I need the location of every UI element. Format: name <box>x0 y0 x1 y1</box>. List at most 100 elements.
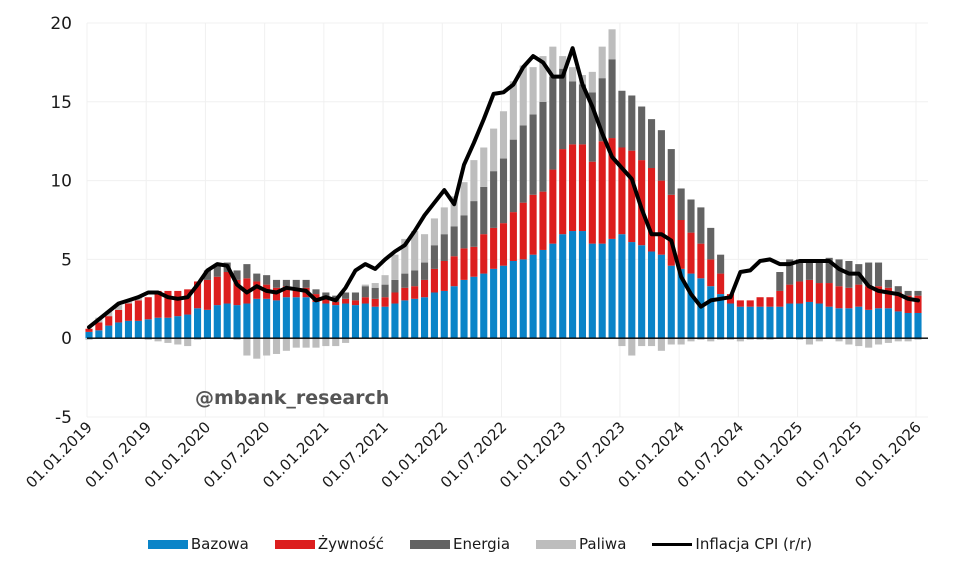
bar-energia <box>263 275 271 285</box>
legend-label-paliwa: Paliwa <box>579 535 627 553</box>
bar-paliwa <box>766 338 774 340</box>
bar-ywno <box>391 292 399 304</box>
legend-item-paliwa: Paliwa <box>536 535 626 553</box>
bar-energia <box>371 287 379 299</box>
bar-energia <box>470 201 478 247</box>
bar-energia <box>529 114 537 195</box>
bar-bazowa <box>361 303 369 339</box>
bar-energia <box>381 284 389 298</box>
bar-bazowa <box>253 298 261 339</box>
bar-bazowa <box>322 303 330 339</box>
bar-bazowa <box>756 306 764 339</box>
bar-paliwa <box>292 338 300 348</box>
bar-ywno <box>105 316 113 326</box>
bar-paliwa <box>233 338 241 340</box>
bar-energia <box>835 259 843 287</box>
bar-energia <box>391 279 399 293</box>
bar-bazowa <box>470 276 478 339</box>
bar-energia <box>312 289 320 295</box>
bar-bazowa <box>657 254 665 339</box>
bar-paliwa <box>282 338 290 351</box>
bar-bazowa <box>786 303 794 339</box>
bar-paliwa <box>322 338 330 347</box>
bar-paliwa <box>835 338 843 342</box>
bar-paliwa <box>736 338 744 342</box>
series-line-cpi <box>87 46 920 330</box>
bar-ywno <box>213 276 221 306</box>
legend-item-cpi: Inflacja CPI (r/r) <box>652 535 812 553</box>
bar-ywno <box>588 161 596 244</box>
bar-ywno <box>411 286 419 299</box>
bar-energia <box>203 270 211 280</box>
bar-bazowa <box>796 303 804 339</box>
bar-paliwa <box>263 338 271 356</box>
bar-energia <box>618 90 626 148</box>
bar-bazowa <box>855 306 863 339</box>
bar-bazowa <box>184 314 192 339</box>
y-tick-label: 0 <box>61 329 72 349</box>
legend-swatch-cpi <box>652 542 693 546</box>
bar-bazowa <box>490 268 498 339</box>
bar-energia <box>825 257 833 284</box>
bar-paliwa <box>154 338 162 342</box>
bar-ywno <box>85 328 93 332</box>
bar-bazowa <box>154 317 162 339</box>
bar-ywno <box>490 227 498 269</box>
bar-ywno <box>736 300 744 307</box>
bar-energia <box>884 279 892 288</box>
bar-paliwa <box>726 338 735 340</box>
bar-energia <box>440 234 448 261</box>
bar-energia <box>292 279 300 288</box>
bar-paliwa <box>855 338 863 347</box>
bar-bazowa <box>194 308 202 339</box>
bar-bazowa <box>766 306 774 339</box>
bar-bazowa <box>164 317 172 339</box>
legend-label-zywnosc: Żywność <box>317 535 385 553</box>
y-tick-label: 20 <box>50 14 72 34</box>
bar-paliwa <box>144 338 152 340</box>
bar-energia <box>588 92 596 162</box>
bar-bazowa <box>569 231 577 339</box>
y-tick-label: 5 <box>61 250 72 270</box>
bar-energia <box>628 95 636 151</box>
bar-bazowa <box>529 254 537 339</box>
bar-energia <box>874 262 883 287</box>
bar-energia <box>490 171 498 228</box>
bar-ywno <box>401 287 409 301</box>
bar-paliwa <box>361 284 369 287</box>
bar-energia <box>914 290 922 296</box>
bar-energia <box>569 81 577 145</box>
bar-ywno <box>529 194 537 255</box>
bar-energia <box>894 286 902 293</box>
bar-energia <box>509 139 517 213</box>
bar-energia <box>411 270 419 287</box>
bar-energia <box>638 106 646 161</box>
bar-bazowa <box>223 303 231 339</box>
bar-ywno <box>480 234 488 274</box>
bar-ywno <box>805 279 813 302</box>
bar-ywno <box>223 272 231 304</box>
bar-paliwa <box>647 338 656 347</box>
bar-energia <box>499 158 508 224</box>
bar-bazowa <box>598 243 606 339</box>
bar-paliwa <box>499 111 508 159</box>
bar-energia <box>776 272 784 291</box>
bar-paliwa <box>657 338 665 351</box>
bar-energia <box>805 259 813 280</box>
bar-ywno <box>569 144 577 232</box>
bar-paliwa <box>411 231 419 271</box>
bar-bazowa <box>914 312 922 339</box>
bar-ywno <box>677 220 685 269</box>
bar-paliwa <box>539 56 547 102</box>
bar-ywno <box>124 303 133 321</box>
bar-bazowa <box>420 297 429 339</box>
bar-energia <box>302 279 310 288</box>
bar-energia <box>687 199 695 233</box>
y-tick-label: 10 <box>50 172 72 192</box>
bar-paliwa <box>184 338 192 347</box>
bar-paliwa <box>894 338 902 342</box>
bar-energia <box>213 264 221 277</box>
bar-bazowa <box>342 303 350 339</box>
bar-energia <box>401 273 409 288</box>
bar-energia <box>460 215 468 249</box>
